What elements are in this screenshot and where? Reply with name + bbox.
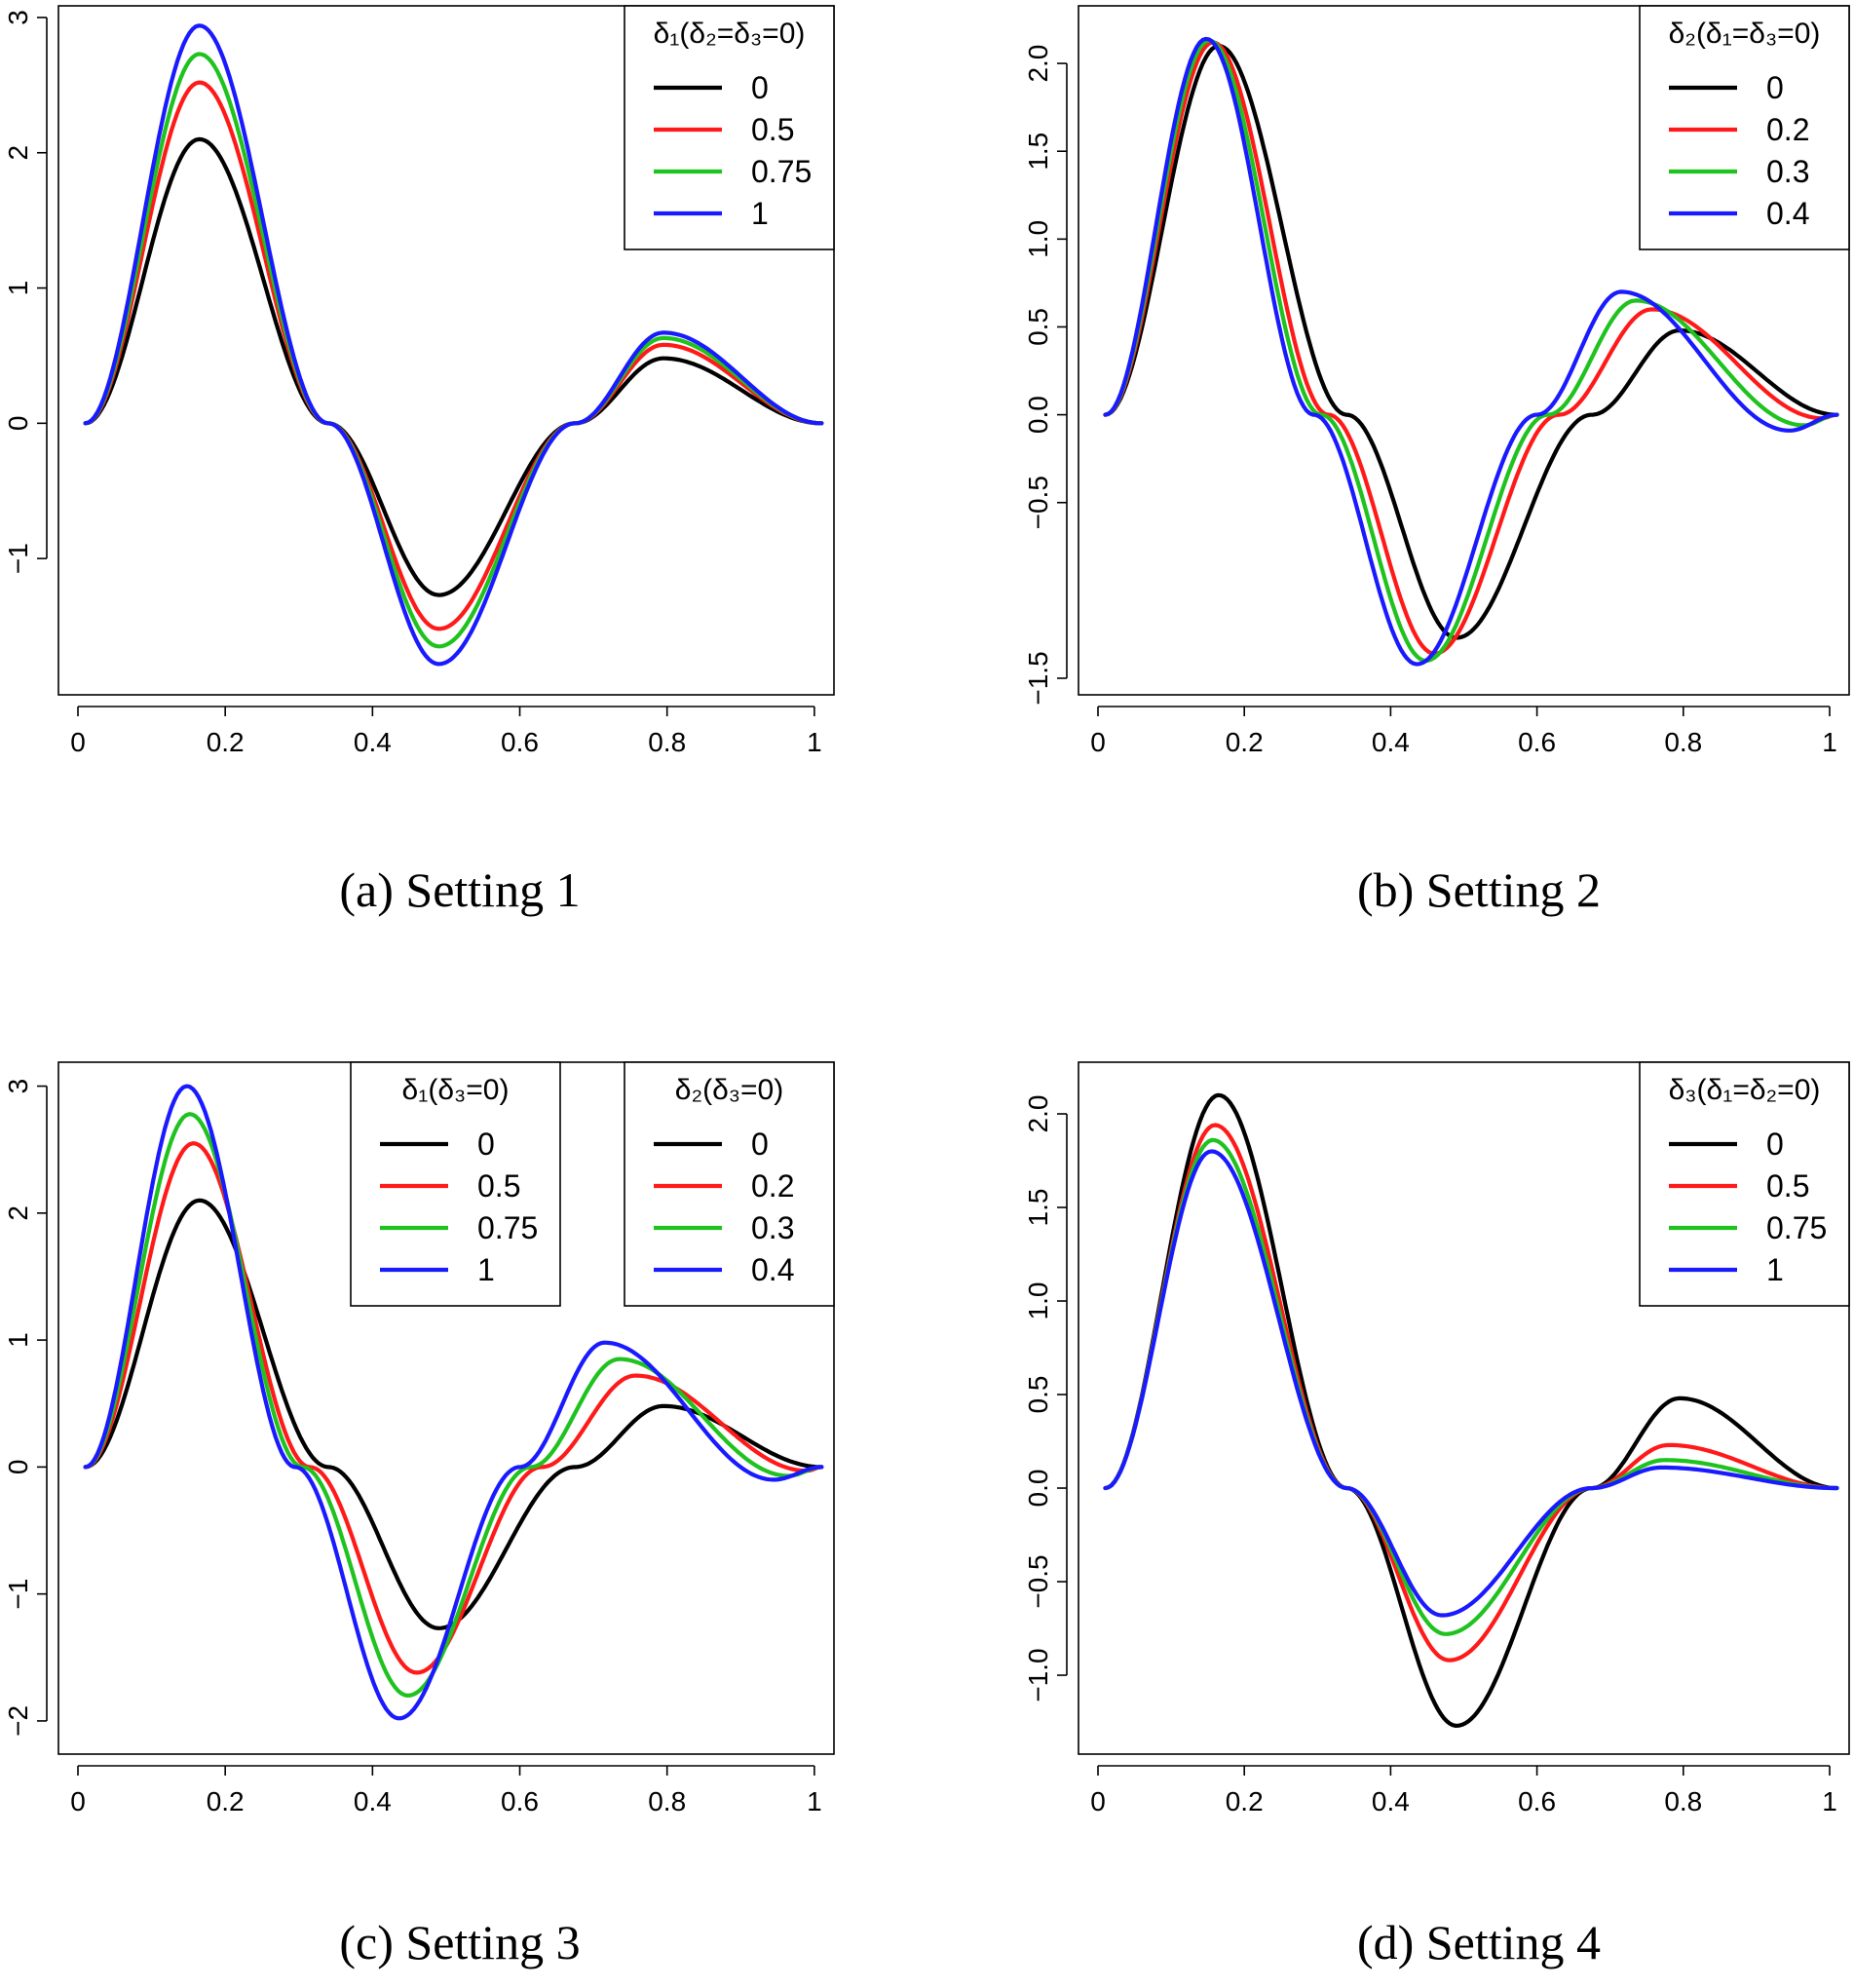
- panel-caption: (c) Setting 3: [339, 1915, 580, 1969]
- x-tick-label: 0: [70, 727, 86, 757]
- y-tick-label: 3: [3, 1079, 33, 1094]
- x-tick-label: 1: [807, 1786, 822, 1816]
- legend-entry-label: 0.5: [751, 112, 794, 147]
- legend-title: δ₂(δ₁=δ₃=0): [1669, 18, 1821, 50]
- legend-entry-label: 0.2: [751, 1168, 794, 1204]
- y-tick-label: −2: [3, 1705, 33, 1737]
- series-line-1: [83, 23, 824, 667]
- plot-frame: [1078, 1061, 1850, 1755]
- legend-entry-label: 0: [1766, 1127, 1784, 1162]
- x-tick-label: 0.6: [501, 1786, 539, 1816]
- legend-entry-label: 0: [1766, 70, 1784, 105]
- y-tick-label: 0.5: [1023, 308, 1053, 346]
- y-tick-label: 0.0: [1023, 396, 1053, 434]
- legend-entry-label: 1: [751, 196, 769, 231]
- y-tick-label: 0: [3, 416, 33, 432]
- panel-caption: (d) Setting 4: [1357, 1915, 1601, 1969]
- legend-entry-label: 1: [1766, 1252, 1784, 1287]
- x-tick-label: 0.4: [354, 1786, 392, 1816]
- y-tick-label: 1: [3, 281, 33, 296]
- panel-caption: (b) Setting 2: [1357, 862, 1601, 917]
- x-tick-label: 1: [1822, 1786, 1837, 1816]
- series-line-0_75: [83, 52, 824, 649]
- series-line-0: [83, 136, 824, 597]
- y-tick-label: 0.0: [1023, 1470, 1053, 1508]
- legend-entry-label: 0.4: [1766, 196, 1809, 231]
- series-line-0_75: [1103, 1137, 1839, 1636]
- y-tick-label: 1.5: [1023, 1189, 1053, 1227]
- y-tick-label: 2: [3, 1205, 33, 1221]
- panel-a: 0 0.2 0.4 0.6 0.8 1 −1 0 1 2 3 δ₁(δ₂=δ₃=0) 0 0.5 0.75 1…: [3, 5, 835, 917]
- x-tick-label: 0.6: [501, 727, 539, 757]
- legend-entry-label: 0: [751, 70, 769, 105]
- legend-entry-label: 0.75: [751, 154, 812, 189]
- x-tick-label: 0.2: [207, 727, 245, 757]
- x-tick-label: 0.4: [354, 727, 392, 757]
- legend-entry-label: 0.75: [1766, 1210, 1827, 1245]
- x-tick-label: 0.8: [1664, 1786, 1702, 1816]
- x-tick-label: 0: [70, 1786, 86, 1816]
- panel-caption: (a) Setting 1: [339, 862, 580, 917]
- legend-entry-label: 0.3: [751, 1210, 794, 1245]
- y-tick-label: −1.0: [1023, 1648, 1053, 1701]
- legend-title: δ₃(δ₁=δ₂=0): [1669, 1074, 1821, 1106]
- y-tick-label: −1.5: [1023, 651, 1053, 705]
- legend-title: δ₂(δ₃=0): [675, 1074, 783, 1106]
- legend-entry-label: 0: [477, 1127, 495, 1162]
- legend-title: δ₁(δ₃=0): [402, 1074, 510, 1106]
- y-tick-label: 1.0: [1023, 1282, 1053, 1320]
- x-tick-label: 0.4: [1372, 727, 1410, 757]
- legend-entry-label: 0.5: [1766, 1168, 1809, 1204]
- y-tick-label: −1: [3, 1579, 33, 1610]
- legend-entry-label: 0.2: [1766, 112, 1809, 147]
- x-tick-label: 0: [1090, 1786, 1106, 1816]
- y-tick-label: 0.5: [1023, 1376, 1053, 1414]
- panel-d: 0 0.2 0.4 0.6 0.8 1 −1.0 −0.5 0.0 0.5 1.0 1.5 2.0 δ₃(…: [1023, 1061, 1850, 1969]
- series-line-0_2: [1103, 40, 1839, 656]
- x-tick-label: 0.4: [1372, 1786, 1410, 1816]
- x-tick-label: 0.2: [207, 1786, 245, 1816]
- plot-frame: [57, 5, 835, 696]
- x-tick-label: 0.8: [648, 727, 686, 757]
- series-line-0_5: [83, 80, 824, 631]
- plot-frame: [1078, 5, 1850, 696]
- y-tick-label: 1: [3, 1332, 33, 1348]
- panel-b: 0 0.2 0.4 0.6 0.8 1 −1.5 −0.5 0.0 0.5 1.0 1.5 2.0 δ₂(…: [1023, 5, 1850, 917]
- legend-entry-label: 0.75: [477, 1210, 538, 1245]
- series-line-0_4: [1103, 36, 1839, 667]
- y-tick-label: 1.0: [1023, 220, 1053, 258]
- y-tick-label: −1: [3, 543, 33, 574]
- series-line-0: [1103, 1092, 1839, 1729]
- y-tick-label: 2: [3, 145, 33, 161]
- panel-c: 0 0.2 0.4 0.6 0.8 1 −2 −1 0 1 2 3 δ₁(δ₃=0) 0 0.5 0.75 1 δ…: [3, 1061, 835, 1969]
- y-tick-label: 3: [3, 10, 33, 25]
- x-tick-label: 0.6: [1518, 1786, 1556, 1816]
- x-tick-label: 1: [807, 727, 822, 757]
- legend-entry-label: 0: [751, 1127, 769, 1162]
- legend-entry-label: 0.4: [751, 1252, 794, 1287]
- y-tick-label: 0: [3, 1460, 33, 1475]
- legend-entry-label: 0.3: [1766, 154, 1809, 189]
- series-line-1: [1103, 1149, 1839, 1618]
- x-tick-label: 0.8: [648, 1786, 686, 1816]
- x-tick-label: 0.6: [1518, 727, 1556, 757]
- series-line-1: [83, 1084, 824, 1721]
- legend-entry-label: 1: [477, 1252, 495, 1287]
- y-tick-label: −0.5: [1023, 1554, 1053, 1608]
- series-line-0_3: [1103, 38, 1839, 664]
- x-tick-label: 0.2: [1226, 1786, 1264, 1816]
- y-tick-label: −0.5: [1023, 476, 1053, 529]
- legend-title: δ₁(δ₂=δ₃=0): [654, 18, 806, 50]
- y-tick-label: 1.5: [1023, 133, 1053, 171]
- series-line-0_75: [83, 1112, 824, 1699]
- x-tick-label: 0.2: [1226, 727, 1264, 757]
- x-tick-label: 0: [1090, 727, 1106, 757]
- y-tick-label: 2.0: [1023, 1095, 1053, 1133]
- x-tick-label: 1: [1822, 727, 1837, 757]
- legend-entry-label: 0.5: [477, 1168, 520, 1204]
- x-tick-label: 0.8: [1664, 727, 1702, 757]
- series-line-0_5: [1103, 1123, 1839, 1663]
- y-tick-label: 2.0: [1023, 45, 1053, 83]
